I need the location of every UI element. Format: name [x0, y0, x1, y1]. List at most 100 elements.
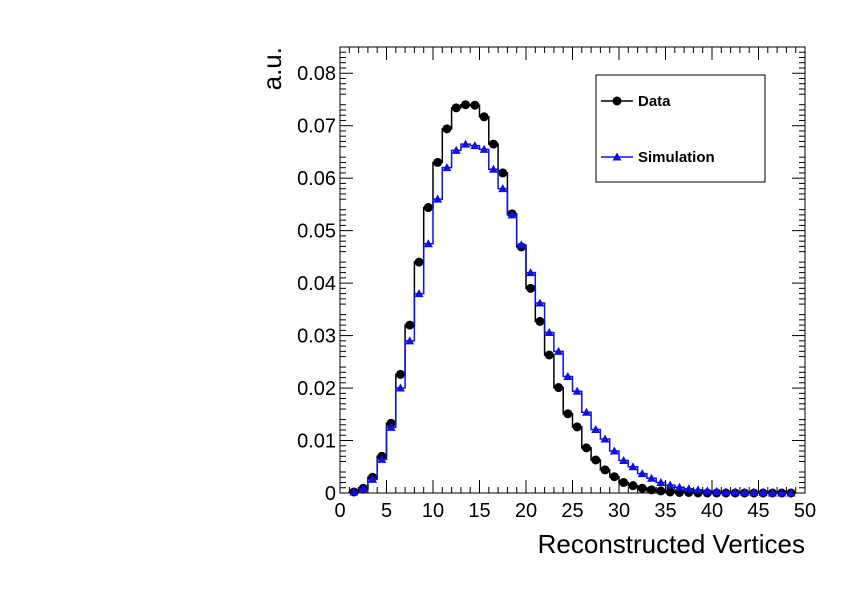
data-point	[377, 454, 387, 463]
data-point	[433, 194, 443, 203]
data-point	[544, 327, 554, 336]
y-tick-label: 0.01	[297, 431, 336, 453]
data-point	[767, 488, 777, 497]
data-point	[647, 473, 657, 482]
data-point	[637, 469, 647, 478]
data-point	[665, 480, 675, 489]
data-point	[777, 488, 787, 497]
data-point	[730, 487, 740, 496]
data-point	[684, 484, 694, 493]
data-point	[665, 487, 675, 497]
data-point	[600, 465, 610, 475]
data-point	[544, 350, 554, 360]
legend-entry-data: Data	[601, 93, 671, 110]
data-point	[609, 472, 619, 482]
data-point	[516, 240, 526, 249]
x-tick-label: 20	[515, 500, 537, 522]
data-point	[572, 386, 582, 395]
data-point	[572, 422, 582, 432]
x-tick-label: 15	[468, 500, 490, 522]
ticks-layer	[339, 47, 806, 494]
data-point	[563, 409, 573, 419]
series-simulation	[348, 139, 796, 497]
legend-marker-simulation	[612, 152, 622, 161]
legend-label-data: Data	[638, 93, 671, 110]
data-point	[674, 482, 684, 491]
y-tick-label: 0.02	[297, 378, 336, 400]
data-point	[386, 422, 396, 431]
data-point	[488, 139, 498, 149]
data-point	[591, 425, 601, 434]
data-point	[451, 145, 461, 154]
data-point	[619, 455, 629, 464]
data-point	[554, 383, 564, 393]
y-tick-label: 0.03	[297, 326, 336, 348]
x-tick-label: 5	[381, 500, 392, 522]
data-point	[470, 100, 480, 110]
data-point	[395, 383, 405, 392]
data-point	[581, 443, 591, 453]
data-point	[693, 485, 703, 494]
data-point	[414, 289, 424, 298]
legend-marker-data	[612, 96, 622, 106]
data-point	[526, 283, 536, 293]
data-point	[423, 203, 433, 213]
data-point	[721, 487, 731, 496]
data-point	[507, 210, 517, 219]
data-point	[758, 487, 768, 496]
series-step-line	[348, 143, 796, 494]
tick-labels: 0 5 10 15 20 25 30 35 40 45 50 0 0.01 0.02 0.03 0.04 0.0…	[297, 63, 816, 522]
legend-entry-simulation: Simulation	[601, 149, 715, 166]
data-point	[405, 336, 415, 345]
data-point	[647, 485, 657, 495]
data-point	[749, 487, 759, 496]
data-point	[442, 163, 452, 172]
x-tick-label: 50	[794, 500, 816, 522]
data-point	[600, 434, 610, 443]
data-point	[554, 346, 564, 355]
data-point	[368, 474, 378, 483]
legend-label-simulation: Simulation	[638, 149, 715, 166]
data-point	[628, 462, 638, 471]
data-point	[405, 320, 415, 330]
x-tick-label: 30	[608, 500, 630, 522]
data-point	[712, 486, 722, 495]
data-point	[656, 486, 666, 496]
y-axis-title: a.u.	[257, 47, 287, 90]
x-tick-label: 35	[654, 500, 676, 522]
data-point	[740, 487, 750, 496]
data-point	[786, 488, 796, 497]
x-tick-label: 45	[747, 500, 769, 522]
data-point	[488, 164, 498, 173]
data-point	[619, 478, 629, 488]
data-point	[479, 144, 489, 153]
data-point	[451, 103, 461, 113]
data-point	[609, 446, 619, 455]
y-tick-label: 0.04	[297, 273, 336, 295]
x-tick-label: 40	[701, 500, 723, 522]
data-point	[628, 481, 638, 491]
data-point	[461, 100, 471, 110]
legend-box	[595, 74, 766, 183]
data-point	[433, 157, 443, 167]
data-point	[358, 484, 368, 493]
data-point	[498, 168, 508, 178]
y-tick-label: 0	[325, 483, 336, 505]
data-point	[461, 139, 471, 148]
data-point	[526, 268, 536, 277]
y-tick-label: 0.06	[297, 168, 336, 190]
data-point	[479, 112, 489, 122]
data-point	[414, 257, 424, 267]
data-point	[563, 372, 573, 381]
y-tick-label: 0.08	[297, 63, 336, 85]
legend: Data Simulation	[595, 74, 766, 183]
data-point	[656, 478, 666, 487]
y-tick-label: 0.05	[297, 221, 336, 243]
data-point	[395, 369, 405, 379]
data-point	[535, 298, 545, 307]
x-tick-label: 25	[561, 500, 583, 522]
x-tick-label: 0	[334, 500, 345, 522]
data-point	[470, 141, 480, 150]
data-point	[702, 486, 712, 495]
